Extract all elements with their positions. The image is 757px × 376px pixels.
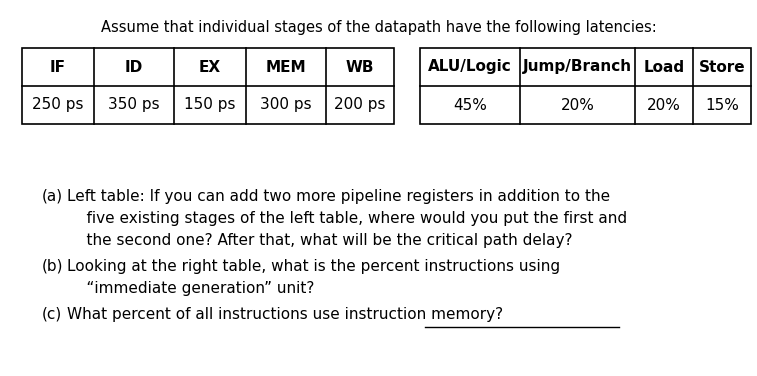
Text: 45%: 45% <box>453 97 487 112</box>
Text: 150 ps: 150 ps <box>184 97 235 112</box>
Text: 300 ps: 300 ps <box>260 97 312 112</box>
Text: 15%: 15% <box>705 97 739 112</box>
Text: “immediate generation” unit?: “immediate generation” unit? <box>67 280 314 296</box>
Text: 20%: 20% <box>647 97 681 112</box>
Text: WB: WB <box>346 59 374 74</box>
Text: Store: Store <box>699 59 746 74</box>
Text: ALU/Logic: ALU/Logic <box>428 59 512 74</box>
Bar <box>420 48 751 124</box>
Text: Left table: If you can add two more pipeline registers in addition to the: Left table: If you can add two more pipe… <box>67 188 610 203</box>
Text: five existing stages of the left table, where would you put the first and: five existing stages of the left table, … <box>67 211 627 226</box>
Text: 350 ps: 350 ps <box>108 97 160 112</box>
Text: What percent of all instructions use instruction memory: What percent of all instructions use ins… <box>67 306 495 321</box>
Text: 20%: 20% <box>561 97 594 112</box>
Text: Looking at the right table, what is the percent instructions using: Looking at the right table, what is the … <box>67 259 560 273</box>
Bar <box>22 48 394 124</box>
Text: What percent of all instructions use: What percent of all instructions use <box>67 306 344 321</box>
Text: the second one? After that, what will be the critical path delay?: the second one? After that, what will be… <box>67 232 572 247</box>
Text: IF: IF <box>50 59 66 74</box>
Text: (a): (a) <box>42 188 63 203</box>
Text: Load: Load <box>643 59 684 74</box>
Text: (c): (c) <box>42 306 62 321</box>
Text: (b): (b) <box>42 259 64 273</box>
Text: Jump/Branch: Jump/Branch <box>523 59 632 74</box>
Text: 250 ps: 250 ps <box>33 97 84 112</box>
Text: MEM: MEM <box>266 59 307 74</box>
Text: 200 ps: 200 ps <box>335 97 386 112</box>
Text: ID: ID <box>125 59 143 74</box>
Text: Assume that individual stages of the datapath have the following latencies:: Assume that individual stages of the dat… <box>101 20 656 35</box>
Text: EX: EX <box>199 59 221 74</box>
Text: What percent of all instructions use instruction memory?: What percent of all instructions use ins… <box>67 306 503 321</box>
